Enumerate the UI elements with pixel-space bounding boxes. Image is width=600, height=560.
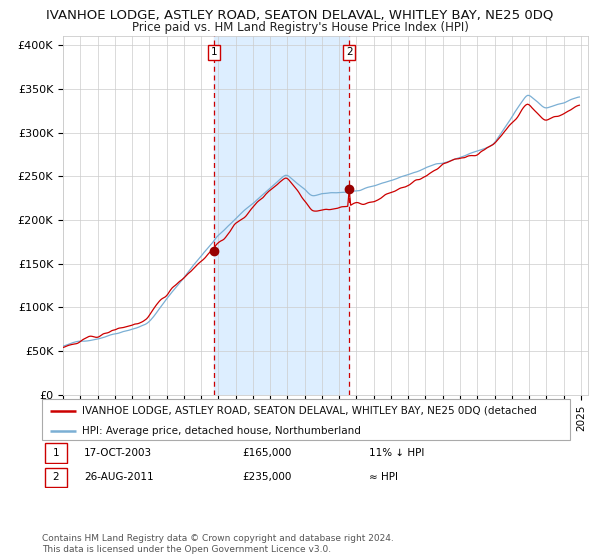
Text: ≈ HPI: ≈ HPI bbox=[370, 472, 398, 482]
Text: 2: 2 bbox=[346, 47, 353, 57]
Text: Contains HM Land Registry data © Crown copyright and database right 2024.
This d: Contains HM Land Registry data © Crown c… bbox=[42, 534, 394, 554]
Bar bbox=[214, 36, 349, 395]
Text: £235,000: £235,000 bbox=[242, 472, 292, 482]
Text: HPI: Average price, detached house, Northumberland: HPI: Average price, detached house, Nort… bbox=[82, 426, 361, 436]
Text: 1: 1 bbox=[52, 448, 59, 458]
Text: 11% ↓ HPI: 11% ↓ HPI bbox=[370, 448, 425, 458]
Text: Price paid vs. HM Land Registry's House Price Index (HPI): Price paid vs. HM Land Registry's House … bbox=[131, 21, 469, 34]
Text: IVANHOE LODGE, ASTLEY ROAD, SEATON DELAVAL, WHITLEY BAY, NE25 0DQ: IVANHOE LODGE, ASTLEY ROAD, SEATON DELAV… bbox=[46, 8, 554, 21]
Bar bbox=[44, 468, 67, 487]
Text: IVANHOE LODGE, ASTLEY ROAD, SEATON DELAVAL, WHITLEY BAY, NE25 0DQ (detached: IVANHOE LODGE, ASTLEY ROAD, SEATON DELAV… bbox=[82, 405, 536, 416]
Bar bbox=[44, 444, 67, 463]
Text: 26-AUG-2011: 26-AUG-2011 bbox=[84, 472, 154, 482]
Text: 17-OCT-2003: 17-OCT-2003 bbox=[84, 448, 152, 458]
Text: £165,000: £165,000 bbox=[242, 448, 292, 458]
Text: 1: 1 bbox=[211, 47, 217, 57]
Text: 2: 2 bbox=[52, 472, 59, 482]
